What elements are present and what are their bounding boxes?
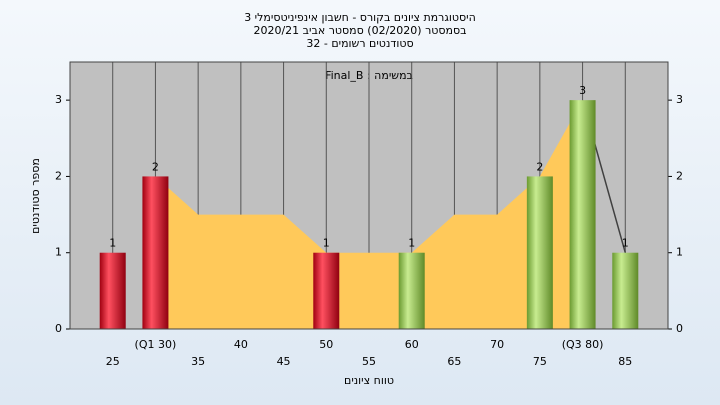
chart-subtitle: בסמסטר (02/2020) סמסטר אביב 2020/21	[253, 24, 466, 37]
x-tick-label: 85	[618, 355, 632, 368]
x-tick-label: 25	[106, 355, 120, 368]
y2-tick-label: 3	[676, 93, 683, 106]
x-axis-label: טווח ציונים	[344, 374, 394, 387]
bar	[99, 252, 126, 329]
data-label: 2	[536, 160, 543, 173]
data-label: 1	[109, 237, 116, 250]
plot-border	[69, 61, 669, 330]
y-tick-label: 1	[55, 246, 62, 259]
x-tick-label: 70	[490, 338, 504, 351]
y2-tick-label: 0	[676, 322, 683, 335]
bar	[612, 252, 639, 329]
bar	[569, 100, 596, 330]
y2-tick-label: 1	[676, 246, 683, 259]
x-tick-label: 50	[319, 338, 333, 351]
data-label: 1	[408, 237, 415, 250]
x-tick-label: 65	[447, 355, 461, 368]
x-tick-label: 60	[405, 338, 419, 351]
x-tick-label: 40	[234, 338, 248, 351]
data-label: 1	[323, 237, 330, 250]
bar	[526, 176, 553, 329]
bar	[313, 252, 340, 329]
data-label: 1	[622, 237, 629, 250]
y2-tick-label: 2	[676, 169, 683, 182]
x-tick-label: 35	[191, 355, 205, 368]
y-tick-label: 2	[55, 169, 62, 182]
chart-subtitle: סטודנטים רשומים - 32	[306, 37, 413, 50]
data-label: 3	[579, 84, 586, 97]
data-label: 2	[152, 160, 159, 173]
bar	[142, 176, 169, 329]
chart-title: היסטוגרמת ציונים בקורס - חשבון אינפיניטס…	[244, 11, 476, 24]
bar	[398, 252, 425, 329]
x-tick-label: 55	[362, 355, 376, 368]
y-axis-label: מספר סטודנטים	[29, 158, 42, 234]
x-tick-label: (Q1 30)	[135, 338, 177, 351]
x-tick-label: 45	[277, 355, 291, 368]
y-tick-label: 3	[55, 93, 62, 106]
x-tick-label: 75	[533, 355, 547, 368]
y-tick-label: 0	[55, 322, 62, 335]
area	[155, 100, 583, 330]
x-tick-label: (Q3 80)	[562, 338, 604, 351]
